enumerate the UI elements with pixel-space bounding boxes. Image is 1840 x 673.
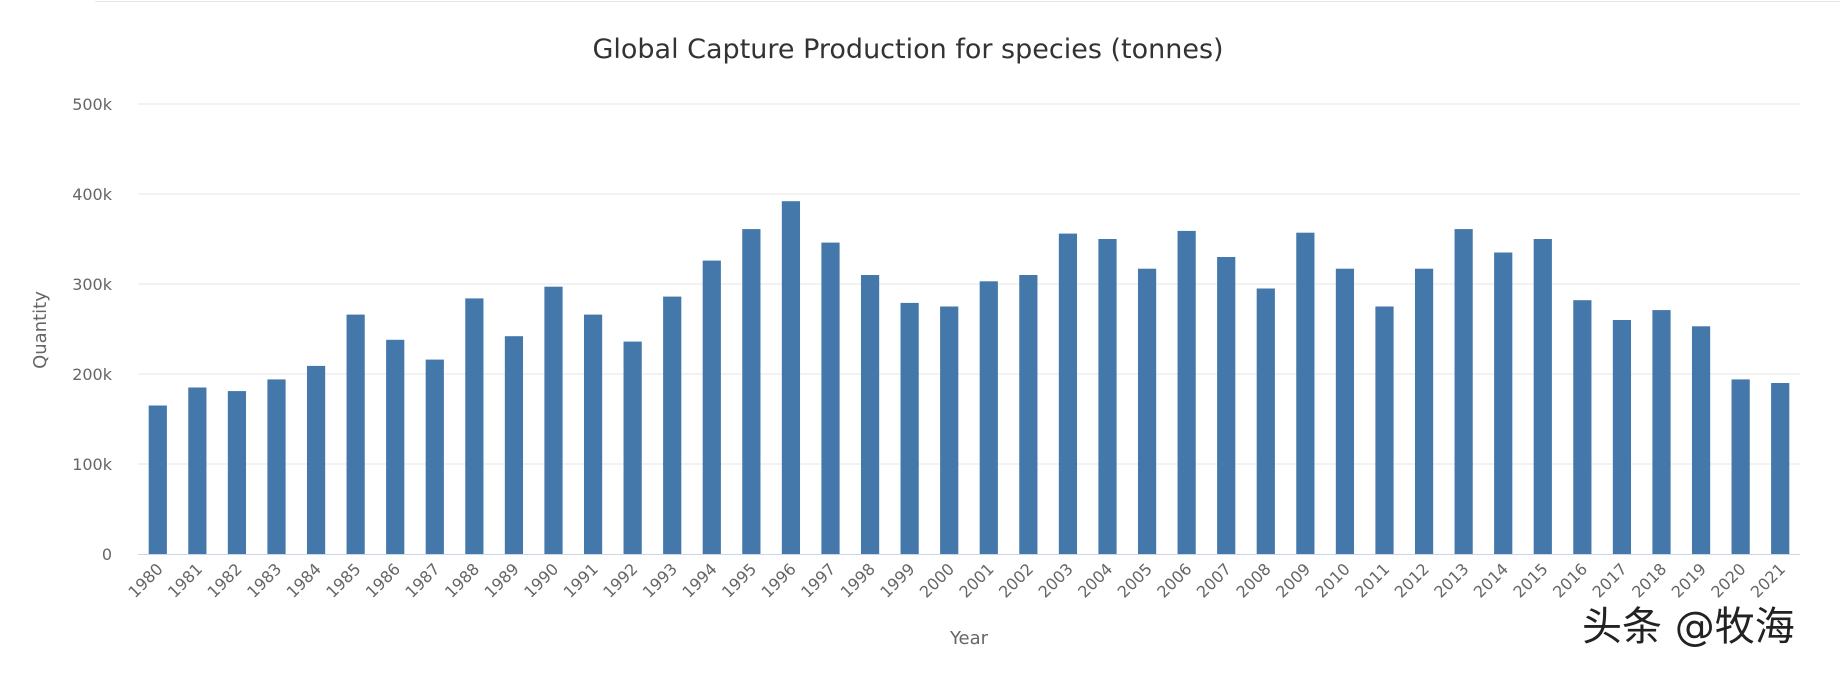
- x-tick-label: 1981: [164, 559, 206, 601]
- x-tick-label: 2008: [1232, 559, 1274, 601]
- bar-2013[interactable]: [1454, 229, 1473, 554]
- x-tick-label: 2004: [1074, 559, 1116, 601]
- bar-2002[interactable]: [1019, 275, 1038, 554]
- bar-1999[interactable]: [900, 302, 919, 554]
- x-tick-label: 2017: [1589, 559, 1631, 601]
- x-tick-label: 1998: [837, 559, 879, 601]
- x-tick-label: 2019: [1668, 559, 1710, 601]
- bar-2016[interactable]: [1573, 300, 1592, 554]
- x-tick-label: 2014: [1470, 559, 1512, 601]
- x-tick-label: 2015: [1509, 559, 1551, 601]
- x-tick-label: 1980: [124, 559, 166, 601]
- x-tick-label: 1999: [876, 559, 918, 601]
- bar-1985[interactable]: [346, 314, 365, 554]
- bar-1981[interactable]: [188, 387, 207, 555]
- x-tick-label: 2005: [1114, 559, 1156, 601]
- y-tick-label: 400k: [72, 185, 113, 204]
- bar-2021[interactable]: [1771, 383, 1790, 554]
- x-tick-label: 1992: [599, 559, 641, 601]
- bar-2011[interactable]: [1375, 306, 1394, 555]
- x-tick-label: 1989: [481, 559, 523, 601]
- bar-1990[interactable]: [544, 286, 563, 554]
- x-tick-label: 2018: [1628, 559, 1670, 601]
- x-tick-label: 1994: [678, 559, 720, 601]
- bar-1997[interactable]: [821, 242, 840, 554]
- x-tick-label: 1996: [758, 559, 800, 601]
- bar-1991[interactable]: [583, 314, 603, 554]
- x-tick-label: 1984: [283, 559, 325, 601]
- bar-2001[interactable]: [979, 281, 998, 554]
- bar-1987[interactable]: [425, 359, 444, 554]
- bar-1988[interactable]: [465, 298, 484, 554]
- gridlines: [138, 103, 1800, 465]
- x-tick-label: 1993: [639, 559, 681, 601]
- x-tick-label: 1982: [204, 559, 246, 601]
- bar-2019[interactable]: [1691, 326, 1711, 554]
- bar-2009[interactable]: [1296, 232, 1315, 554]
- chart-title: Global Capture Production for species (t…: [592, 34, 1223, 65]
- bar-1982[interactable]: [227, 391, 247, 554]
- x-tick-label: 2000: [916, 559, 958, 601]
- bar-2010[interactable]: [1335, 268, 1355, 554]
- bar-2003[interactable]: [1058, 233, 1078, 554]
- bar-2018[interactable]: [1652, 310, 1671, 554]
- x-tick-label: 2002: [995, 559, 1037, 601]
- y-tick-label: 200k: [72, 365, 113, 384]
- x-tick-label: 2016: [1549, 559, 1591, 601]
- x-tick-label: 1987: [401, 559, 443, 601]
- bar-1989[interactable]: [504, 336, 524, 554]
- x-tick-label: 2021: [1747, 559, 1789, 601]
- x-tick-label: 1990: [520, 559, 562, 601]
- x-tick-label: 2020: [1707, 559, 1749, 601]
- bar-2008[interactable]: [1256, 288, 1275, 555]
- y-tick-label: 300k: [72, 275, 113, 294]
- bar-1984[interactable]: [306, 365, 326, 554]
- x-tick-label: 2001: [955, 559, 997, 601]
- y-axis-ticks: 0 100k 200k 300k 400k 500k: [72, 95, 113, 564]
- x-tick-label: 2013: [1430, 559, 1472, 601]
- y-tick-label: 100k: [72, 455, 113, 474]
- x-tick-label: 2003: [1035, 559, 1077, 601]
- bar-1993[interactable]: [663, 296, 682, 554]
- bars: [148, 201, 1790, 555]
- bar-1992[interactable]: [623, 341, 642, 554]
- bar-2020[interactable]: [1731, 379, 1750, 554]
- x-tick-label: 1988: [441, 559, 483, 601]
- bar-1983[interactable]: [267, 379, 286, 554]
- y-tick-label: 500k: [72, 95, 113, 114]
- watermark-text: 头条 @牧海: [1582, 604, 1795, 650]
- bar-1980[interactable]: [148, 405, 167, 555]
- bar-1996[interactable]: [781, 201, 801, 554]
- bar-1986[interactable]: [386, 339, 405, 554]
- bar-1994[interactable]: [702, 260, 721, 554]
- bar-2017[interactable]: [1612, 320, 1632, 554]
- x-tick-label: 1991: [560, 559, 602, 601]
- x-tick-label: 2009: [1272, 559, 1314, 601]
- bar-1995[interactable]: [742, 229, 761, 554]
- x-tick-label: 2010: [1312, 559, 1354, 601]
- x-axis-label: Year: [949, 628, 989, 649]
- x-tick-label: 2006: [1153, 559, 1195, 601]
- x-tick-label: 1986: [362, 559, 404, 601]
- bar-1998[interactable]: [860, 275, 880, 554]
- bar-2006[interactable]: [1177, 230, 1196, 554]
- y-tick-label: 0: [102, 545, 112, 564]
- x-tick-label: 2007: [1193, 559, 1235, 601]
- bar-2004[interactable]: [1098, 239, 1117, 554]
- bar-2000[interactable]: [940, 306, 959, 555]
- bar-2014[interactable]: [1494, 252, 1513, 555]
- x-tick-label: 1995: [718, 559, 760, 601]
- x-tick-label: 2012: [1391, 559, 1433, 601]
- bar-2015[interactable]: [1533, 239, 1552, 554]
- bar-2012[interactable]: [1414, 268, 1434, 554]
- bar-2005[interactable]: [1137, 268, 1157, 554]
- x-tick-label: 2011: [1351, 559, 1393, 601]
- bar-2007[interactable]: [1217, 257, 1236, 554]
- x-tick-label: 1983: [243, 559, 285, 601]
- x-tick-label: 1985: [322, 559, 364, 601]
- x-tick-label: 1997: [797, 559, 839, 601]
- y-axis-label: Quantity: [30, 291, 51, 369]
- x-axis-ticks: 1980198119821983198419851986198719881989…: [124, 559, 1789, 601]
